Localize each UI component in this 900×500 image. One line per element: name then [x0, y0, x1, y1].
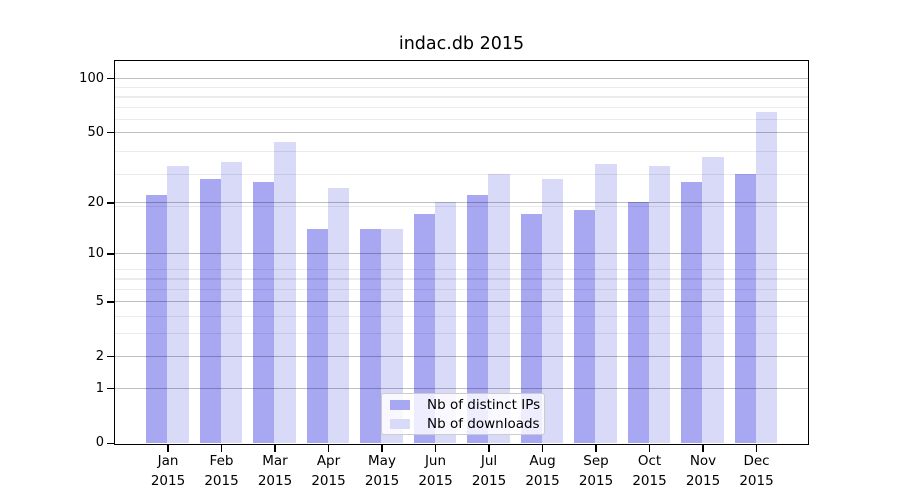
- bars-layer: [115, 61, 808, 444]
- bar-downloads: [220, 161, 243, 443]
- bar-downloads: [648, 166, 671, 443]
- gridline-minor: [115, 278, 808, 280]
- x-tick-label: Jan 2015: [150, 453, 186, 489]
- gridline-minor: [115, 119, 808, 121]
- y-tick-mark: [107, 253, 115, 255]
- x-tick-mark: [274, 445, 276, 452]
- x-tick-label: May 2015: [364, 453, 400, 489]
- gridline-minor: [115, 288, 808, 291]
- y-tick-label: 1: [95, 380, 104, 396]
- grid-layer: [115, 61, 808, 444]
- y-tick-mark: [107, 387, 115, 390]
- y-tick-label: 10: [87, 245, 104, 261]
- bar-distinct-ips: [681, 182, 703, 443]
- bar-distinct-ips: [734, 173, 756, 443]
- bar-distinct-ips: [627, 202, 649, 443]
- x-tick-mark: [220, 445, 223, 452]
- bar-distinct-ips: [306, 228, 328, 443]
- gridline-minor: [115, 151, 808, 153]
- gridline-major: [115, 202, 808, 204]
- x-tick-mark: [702, 445, 704, 452]
- bar-distinct-ips: [520, 214, 542, 443]
- legend-label-distinct-ips: Nb of distinct IPs: [427, 396, 541, 413]
- gridline-minor: [115, 173, 808, 176]
- gridline-minor: [115, 333, 808, 335]
- x-tick-label: Jun 2015: [418, 453, 453, 489]
- x-tick-label: Oct 2015: [632, 453, 667, 489]
- x-tick-mark: [327, 445, 330, 452]
- bar-downloads: [434, 202, 457, 443]
- bar-distinct-ips: [574, 210, 596, 443]
- bar-distinct-ips: [360, 228, 382, 443]
- bar-downloads: [541, 179, 564, 443]
- x-tick-label: Mar 2015: [257, 453, 293, 489]
- bar-downloads: [167, 166, 189, 443]
- gridline-major: [115, 253, 808, 255]
- bar-downloads: [327, 188, 350, 443]
- gridline-minor: [115, 96, 808, 98]
- bar-distinct-ips: [253, 182, 275, 443]
- x-tick-mark: [755, 445, 758, 452]
- gridline-minor: [115, 206, 808, 208]
- gridline-major: [115, 355, 808, 358]
- x-tick-mark: [167, 445, 169, 452]
- chart-title: indac.db 2015: [398, 34, 525, 54]
- x-tick-mark: [381, 445, 383, 452]
- y-tick-mark: [107, 131, 115, 134]
- bar-distinct-ips: [413, 214, 435, 443]
- y-tick-mark: [107, 202, 115, 204]
- y-tick-label: 100: [79, 70, 104, 86]
- x-tick-mark: [595, 445, 597, 452]
- y-tick-label: 20: [87, 194, 104, 210]
- x-tick-label: Jul 2015: [471, 453, 507, 489]
- x-tick-label: Aug 2015: [525, 453, 560, 489]
- bar-downloads: [274, 141, 296, 443]
- bar-distinct-ips: [199, 179, 221, 443]
- y-tick-mark: [107, 77, 115, 80]
- gridline-major: [115, 78, 808, 80]
- legend-label-downloads: Nb of downloads: [427, 415, 540, 432]
- x-tick-mark: [541, 445, 544, 452]
- y-tick-label: 2: [95, 348, 104, 364]
- gridline-minor: [115, 269, 808, 271]
- gridline-minor: [115, 315, 808, 317]
- legend-item-downloads: Nb of downloads: [388, 415, 540, 432]
- gridline-major: [115, 301, 808, 303]
- bar-downloads: [381, 228, 403, 443]
- y-tick-mark: [107, 442, 115, 445]
- legend-swatch-downloads: [390, 418, 410, 429]
- legend-item-distinct-ips: Nb of distinct IPs: [388, 396, 541, 413]
- x-tick-label: Feb 2015: [204, 453, 239, 489]
- x-tick-label: Dec 2015: [739, 453, 774, 489]
- bar-distinct-ips: [467, 194, 489, 443]
- y-tick-label: 50: [87, 124, 104, 140]
- bar-downloads: [595, 164, 617, 443]
- x-tick-label: Apr 2015: [311, 453, 346, 489]
- gridline-minor: [115, 106, 808, 109]
- x-tick-label: Sep 2015: [578, 453, 614, 489]
- bar-downloads: [755, 111, 778, 443]
- legend: Nb of distinct IPs Nb of downloads: [381, 393, 545, 435]
- bar-downloads: [488, 173, 510, 443]
- legend-swatch-distinct-ips: [390, 399, 410, 410]
- y-tick-label: 5: [95, 293, 104, 309]
- y-tick-mark: [107, 355, 115, 358]
- x-tick-mark: [488, 445, 490, 452]
- plot-area: [114, 60, 809, 445]
- x-tick-mark: [648, 445, 651, 452]
- gridline-major: [115, 388, 808, 390]
- gridline-major: [115, 132, 808, 134]
- bar-distinct-ips: [146, 194, 168, 443]
- bar-downloads: [702, 157, 724, 443]
- y-tick-mark: [107, 301, 115, 303]
- x-tick-mark: [434, 445, 437, 452]
- gridline-minor: [115, 87, 808, 89]
- x-tick-label: Nov 2015: [685, 453, 721, 489]
- y-tick-label: 0: [95, 435, 104, 451]
